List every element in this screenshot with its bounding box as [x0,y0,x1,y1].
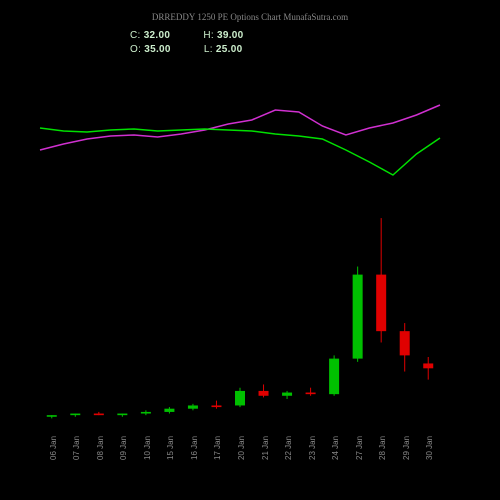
x-axis-label: 27 Jan [355,436,364,460]
x-axis-label: 10 Jan [143,436,152,460]
x-axis-label: 16 Jan [190,436,199,460]
x-axis-label: 30 Jan [425,436,434,460]
x-axis-label: 28 Jan [378,436,387,460]
x-axis-label: 20 Jan [237,436,246,460]
x-axis-label: 06 Jan [49,436,58,460]
x-axis-label: 07 Jan [72,436,81,460]
x-axis-label: 22 Jan [284,436,293,460]
x-axis-label: 23 Jan [308,436,317,460]
x-axis-label: 15 Jan [166,436,175,460]
x-axis-label: 21 Jan [261,436,270,460]
x-axis-label: 29 Jan [402,436,411,460]
x-axis-label: 08 Jan [96,436,105,460]
x-axis-label: 17 Jan [213,436,222,460]
x-labels: 06 Jan 07 Jan 08 Jan 09 Jan 10 Jan 15 Jan 16 J… [0,0,500,500]
x-axis-label: 24 Jan [331,436,340,460]
chart-container: DRREDDY 1250 PE Options Chart MunafaSutr… [0,0,500,500]
x-axis-label: 09 Jan [119,436,128,460]
